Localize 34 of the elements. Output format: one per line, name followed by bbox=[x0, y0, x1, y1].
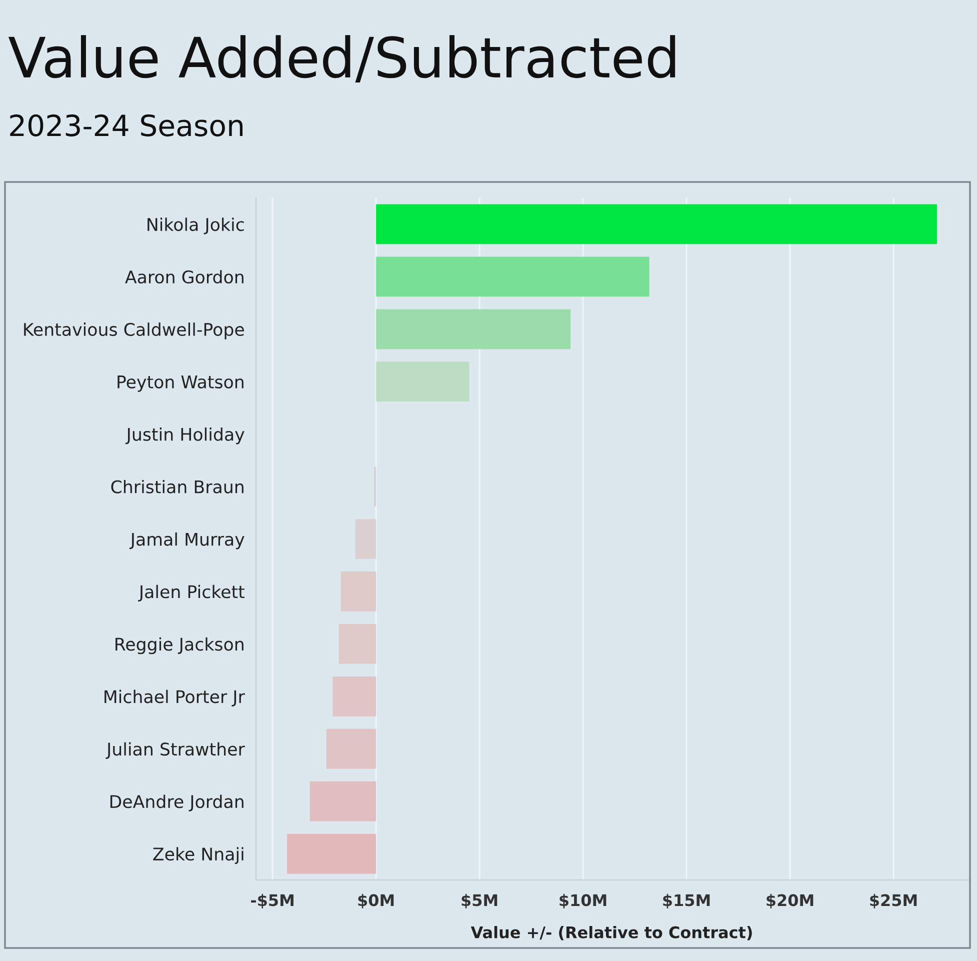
y-tick-label: Christian Braun bbox=[111, 480, 244, 494]
x-tick-label: $25M bbox=[870, 894, 917, 908]
y-tick-label: Nikola Jokic bbox=[148, 218, 244, 234]
bar bbox=[340, 572, 376, 612]
y-tick-label: Kentavious Caldwell-Pope bbox=[24, 322, 244, 340]
x-tick-label: $5M bbox=[462, 894, 498, 908]
y-tick-label: Jamal Murray bbox=[129, 532, 244, 550]
y-tick-label: DeAndre Jordan bbox=[110, 794, 244, 812]
chart-subtitle: 2023-24 Season bbox=[10, 114, 243, 136]
bar bbox=[338, 624, 376, 664]
x-tick-label: -$5M bbox=[251, 894, 294, 908]
bar bbox=[355, 519, 376, 559]
x-axis-title: Value +/- (Relative to Contract) bbox=[470, 926, 752, 940]
y-tick-label: Aaron Gordon bbox=[125, 270, 244, 284]
bar bbox=[376, 309, 571, 350]
bar bbox=[326, 728, 376, 769]
y-tick-label: Zeke Nnaji bbox=[153, 847, 244, 864]
x-tick-label: $15M bbox=[663, 894, 710, 908]
bar bbox=[376, 204, 937, 244]
bar bbox=[376, 362, 470, 402]
x-tick-label: $0M bbox=[358, 894, 394, 908]
y-tick-label: Reggie Jackson bbox=[116, 637, 244, 654]
bar bbox=[287, 834, 376, 874]
bar bbox=[310, 781, 376, 822]
x-tick-label: $20M bbox=[766, 894, 814, 908]
chart-title: Value Added/Subtracted bbox=[8, 35, 676, 82]
y-tick-label: Jalen Pickett bbox=[138, 584, 244, 602]
y-tick-label: Julian Strawther bbox=[106, 742, 245, 759]
bar bbox=[376, 256, 650, 297]
y-tick-label: Michael Porter Jr bbox=[104, 690, 245, 706]
y-tick-label: Peyton Watson bbox=[118, 376, 244, 392]
y-tick-label: Justin Holiday bbox=[125, 427, 244, 444]
x-tick-label: $10M bbox=[560, 894, 606, 908]
bar bbox=[332, 676, 376, 716]
